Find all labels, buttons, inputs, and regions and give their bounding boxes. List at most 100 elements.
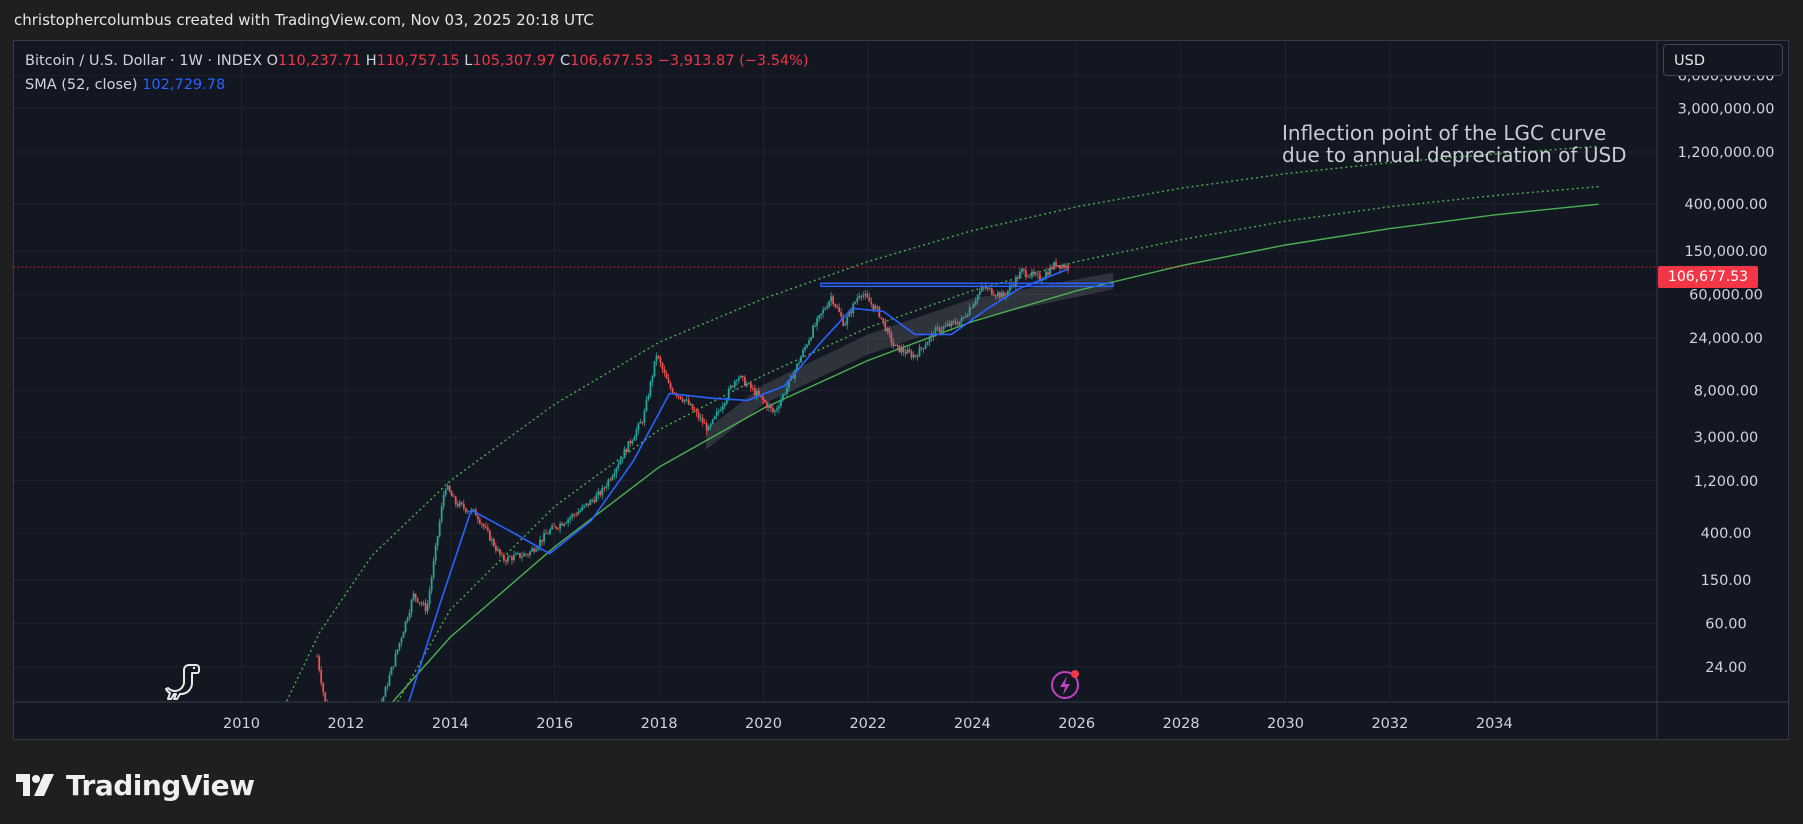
candle-body bbox=[810, 337, 812, 341]
candle-body bbox=[912, 355, 915, 358]
candle-body bbox=[661, 363, 664, 370]
candle-body bbox=[448, 485, 451, 492]
candle-body bbox=[776, 408, 778, 411]
candle-body bbox=[960, 317, 963, 322]
candle-body bbox=[842, 316, 845, 326]
candle-body bbox=[874, 306, 877, 310]
candle-body bbox=[569, 517, 572, 520]
candle-body bbox=[535, 549, 537, 552]
candle-body bbox=[753, 388, 756, 396]
time-tick-label: 2016 bbox=[536, 716, 573, 732]
candle-body bbox=[545, 533, 547, 534]
candle-body bbox=[583, 505, 586, 507]
candle-body bbox=[906, 349, 909, 354]
candle-body bbox=[711, 419, 714, 424]
candle-body bbox=[368, 724, 370, 726]
candle-body bbox=[1012, 285, 1015, 287]
candle-body bbox=[1025, 270, 1027, 277]
candle-body bbox=[525, 553, 527, 555]
candle-body bbox=[482, 524, 485, 527]
currency-button[interactable]: USD bbox=[1663, 44, 1783, 76]
candle-body bbox=[884, 321, 887, 331]
support-band-area bbox=[706, 272, 1114, 450]
time-tick-label: 2032 bbox=[1371, 716, 1408, 732]
time-axis[interactable]: 2010 2012 2014 2016 2018 2020 2022 2024 2026 2028… bbox=[223, 716, 1513, 732]
candle-body bbox=[651, 376, 654, 382]
price-axis[interactable]: 24.00 60.00 150.00 400.00 1,200.00 3,000.00 8,… bbox=[1678, 68, 1775, 676]
price-tick-label: 60.00 bbox=[1705, 616, 1747, 632]
candle-body bbox=[1039, 274, 1041, 281]
last-price-label: 106,677.53 bbox=[1658, 266, 1758, 288]
candle-body bbox=[761, 396, 764, 401]
candle-body bbox=[533, 548, 535, 552]
candle-body bbox=[621, 458, 624, 460]
candle-body bbox=[360, 741, 362, 742]
candle-body bbox=[585, 503, 588, 506]
candle-body bbox=[1055, 262, 1057, 267]
symbol-title[interactable]: Bitcoin / U.S. Dollar · 1W · INDEX bbox=[25, 53, 263, 69]
candle-body bbox=[938, 327, 941, 333]
price-tick-label: 1,200.00 bbox=[1694, 474, 1759, 490]
dinosaur-icon[interactable] bbox=[165, 663, 205, 705]
candle-body bbox=[928, 336, 931, 343]
candle-body bbox=[505, 560, 507, 562]
candle-body bbox=[322, 683, 325, 693]
candle-body bbox=[974, 300, 977, 304]
candle-body bbox=[454, 496, 457, 505]
chart-annotation[interactable]: Inflection point of the LGC curve due to… bbox=[1282, 122, 1627, 166]
candle-body bbox=[362, 740, 364, 742]
candle-body bbox=[563, 523, 566, 526]
candle-body bbox=[725, 398, 728, 404]
candle-body bbox=[659, 357, 662, 364]
lgc-curve-2 bbox=[396, 185, 1599, 702]
candle-body bbox=[316, 656, 319, 658]
candle-body bbox=[1020, 268, 1023, 272]
candle-body bbox=[802, 349, 804, 357]
candle-body bbox=[814, 325, 816, 327]
sma-row[interactable]: SMA (52, close) 102,729.78 bbox=[25, 73, 809, 97]
candle-body bbox=[749, 383, 752, 389]
tradingview-logo[interactable]: TradingView bbox=[16, 765, 255, 805]
candle-body bbox=[870, 301, 873, 305]
time-tick-label: 2022 bbox=[849, 716, 886, 732]
candle-body bbox=[860, 296, 863, 297]
candle-body bbox=[685, 399, 688, 401]
candle-body bbox=[629, 441, 632, 444]
candle-body bbox=[555, 526, 558, 529]
candle-body bbox=[450, 491, 453, 497]
candle-body bbox=[398, 642, 401, 650]
candle-body bbox=[617, 464, 620, 468]
candle-body bbox=[428, 590, 431, 605]
candle-body bbox=[637, 423, 640, 430]
sma-value: 102,729.78 bbox=[142, 77, 226, 93]
price-tick-label: 150,000.00 bbox=[1684, 244, 1767, 260]
candle-body bbox=[1004, 295, 1007, 297]
candle-body bbox=[780, 399, 782, 407]
candle-body bbox=[1000, 292, 1003, 298]
candle-body bbox=[645, 399, 648, 412]
candle-body bbox=[898, 345, 901, 353]
tradingview-logo-icon bbox=[16, 774, 54, 796]
candle-body bbox=[507, 556, 509, 562]
candle-body bbox=[972, 303, 975, 308]
candle-body bbox=[611, 476, 614, 480]
candle-body bbox=[782, 394, 784, 400]
candle-body bbox=[772, 408, 774, 412]
candle-body bbox=[434, 545, 437, 561]
candle-body bbox=[766, 402, 768, 408]
candle-body bbox=[713, 416, 716, 420]
candle-body bbox=[348, 735, 350, 738]
candle-body bbox=[1051, 267, 1053, 270]
support-band bbox=[706, 272, 1114, 450]
candle-body bbox=[687, 399, 690, 405]
candle-body bbox=[615, 467, 618, 474]
candle-body bbox=[764, 400, 766, 403]
lightning-icon[interactable] bbox=[1049, 668, 1083, 706]
candle-body bbox=[902, 348, 905, 353]
candle-body bbox=[657, 356, 660, 358]
candle-body bbox=[633, 437, 636, 441]
candle-body bbox=[400, 637, 403, 643]
candle-body bbox=[318, 656, 321, 671]
candle-body bbox=[607, 479, 610, 487]
